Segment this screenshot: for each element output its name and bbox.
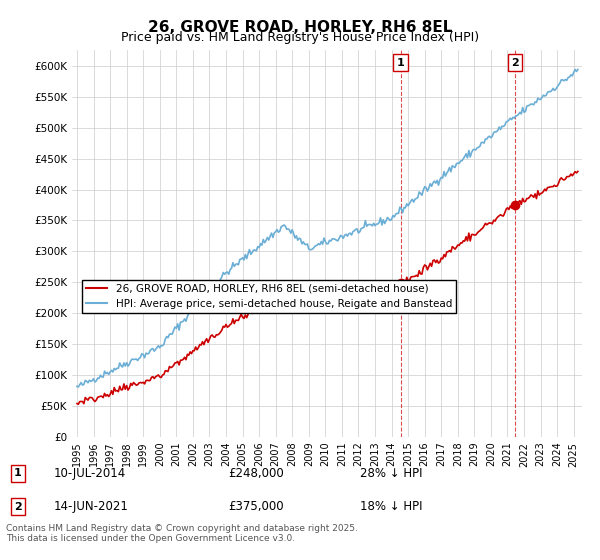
Text: 1: 1 <box>397 58 404 68</box>
Text: £375,000: £375,000 <box>228 500 284 514</box>
Text: 1: 1 <box>14 468 22 478</box>
Text: 10-JUL-2014: 10-JUL-2014 <box>54 466 126 480</box>
Legend: 26, GROVE ROAD, HORLEY, RH6 8EL (semi-detached house), HPI: Average price, semi-: 26, GROVE ROAD, HORLEY, RH6 8EL (semi-de… <box>82 280 456 313</box>
Text: 2: 2 <box>14 502 22 512</box>
Text: Price paid vs. HM Land Registry's House Price Index (HPI): Price paid vs. HM Land Registry's House … <box>121 31 479 44</box>
Text: Contains HM Land Registry data © Crown copyright and database right 2025.
This d: Contains HM Land Registry data © Crown c… <box>6 524 358 543</box>
Text: 18% ↓ HPI: 18% ↓ HPI <box>360 500 422 514</box>
Text: 14-JUN-2021: 14-JUN-2021 <box>54 500 129 514</box>
Text: 26, GROVE ROAD, HORLEY, RH6 8EL: 26, GROVE ROAD, HORLEY, RH6 8EL <box>148 20 452 35</box>
Text: 2: 2 <box>511 58 519 68</box>
Text: £248,000: £248,000 <box>228 466 284 480</box>
Text: 28% ↓ HPI: 28% ↓ HPI <box>360 466 422 480</box>
